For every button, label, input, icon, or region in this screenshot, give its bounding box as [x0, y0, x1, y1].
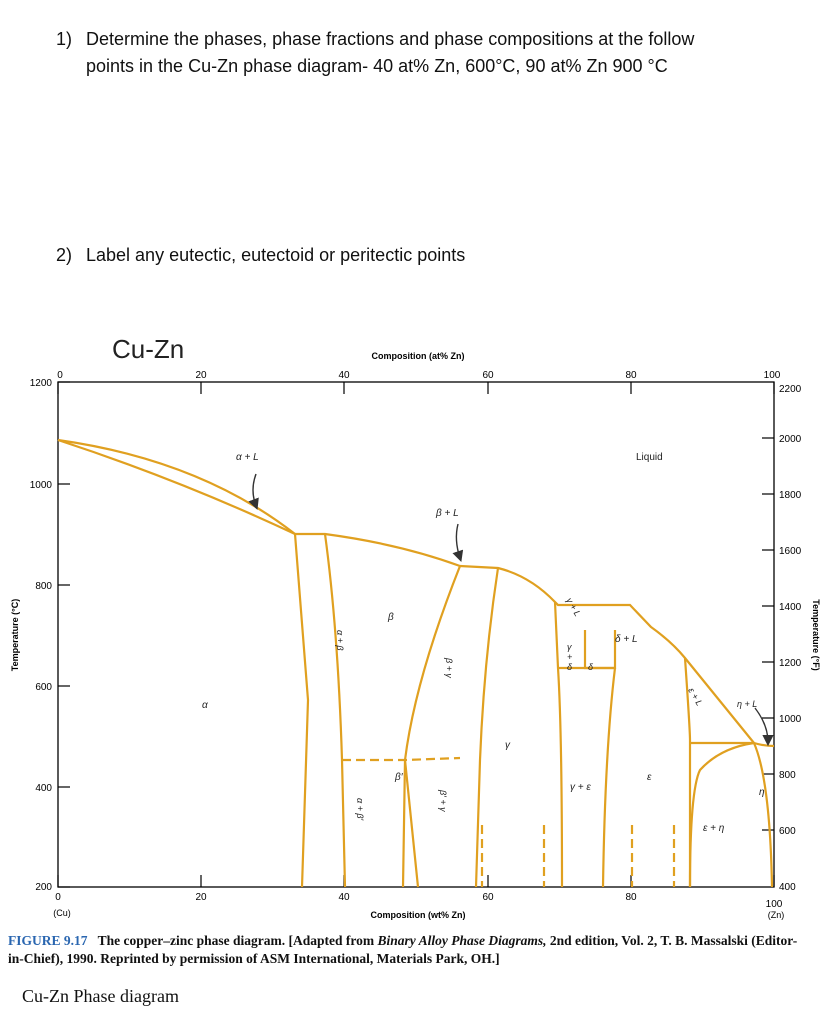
question-2-number: 2)	[56, 245, 73, 265]
region-alpha-beta-prime: α + β′	[355, 798, 365, 821]
question-1-number: 1)	[56, 29, 73, 49]
eta-l-arrow	[754, 707, 774, 747]
bottom-tick-40: 40	[338, 892, 350, 903]
region-liquid: Liquid	[636, 452, 663, 463]
left-axis-title: Temperature (°C)	[10, 599, 20, 671]
region-gamma-epsilon: γ + ε	[570, 782, 591, 793]
region-epsilon: ε	[647, 772, 652, 783]
left-tick-200: 200	[35, 882, 52, 893]
region-beta-prime-gamma: β′ + γ	[438, 789, 448, 812]
region-delta-l: δ + L	[615, 634, 638, 645]
label-arrows	[248, 473, 774, 747]
top-tick-100: 100	[764, 370, 781, 381]
region-gamma-delta-top: γ	[567, 642, 572, 652]
caption-italic: Binary Alloy Phase Diagrams,	[377, 933, 547, 948]
left-tick-1000: 1000	[30, 480, 53, 491]
bottom-axis-title: Composition (wt% Zn)	[371, 910, 466, 920]
gamma-right-boundary	[553, 601, 564, 888]
top-tick-20: 20	[195, 370, 207, 381]
question-1-line-1: Determine the phases, phase fractions an…	[86, 29, 695, 49]
right-ticks	[762, 437, 774, 831]
region-beta-gamma: β + γ	[444, 657, 454, 678]
footer-title: Cu-Zn Phase diagram	[22, 986, 179, 1006]
question-2-line-1: Label any eutectic, eutectoid or peritec…	[86, 245, 466, 265]
bottom-end-cu: (Cu)	[53, 908, 71, 918]
right-tick-1200: 1200	[779, 658, 802, 669]
question-1-line-2: points in the Cu-Zn phase diagram- 40 at…	[86, 56, 668, 76]
region-gamma-delta-bot: δ	[567, 662, 573, 672]
region-beta: β	[387, 612, 394, 623]
plot-frame	[57, 381, 775, 888]
left-tick-600: 600	[35, 682, 52, 693]
top-ticks	[57, 382, 775, 394]
right-tick-1800: 1800	[779, 490, 802, 501]
region-beta-prime: β′	[394, 772, 404, 783]
bottom-tick-80: 80	[625, 892, 637, 903]
left-tick-800: 800	[35, 581, 52, 592]
top-tick-60: 60	[482, 370, 494, 381]
right-axis-title: Temperature (°F)	[811, 599, 821, 670]
right-tick-1000: 1000	[779, 714, 802, 725]
left-tick-1200: 1200	[30, 378, 53, 389]
right-tick-2000: 2000	[779, 434, 802, 445]
figure-caption: FIGURE 9.17 The copper–zinc phase diagra…	[8, 932, 808, 968]
phase-boundaries	[57, 438, 775, 888]
beta-prime-right	[403, 759, 420, 888]
region-beta-l: β + L	[435, 508, 459, 519]
epsilon-eta-line	[688, 741, 755, 888]
epsilon-left-boundary	[601, 667, 617, 888]
question-1: 1) Determine the phases, phase fractions…	[56, 26, 796, 80]
alpha-solidus	[57, 438, 296, 535]
right-tick-600: 600	[779, 826, 796, 837]
epsilon-right-boundary	[683, 657, 692, 887]
region-eta: η	[759, 787, 765, 798]
top-axis-title: Composition (at% Zn)	[372, 351, 465, 361]
top-tick-80: 80	[625, 370, 637, 381]
region-gamma-l: γ + L	[564, 596, 583, 618]
bottom-end-zn: (Zn)	[768, 910, 785, 920]
caption-part-1: The copper–zinc phase diagram. [Adapted …	[97, 933, 378, 948]
alpha-l-arrow	[248, 473, 259, 510]
top-tick-40: 40	[338, 370, 350, 381]
bottom-tick-0: 0	[55, 892, 61, 903]
region-eta-l: η + L	[737, 699, 757, 709]
diagram-title: Cu-Zn	[112, 334, 184, 364]
right-tick-2200: 2200	[779, 384, 802, 395]
gamma-left-boundary	[474, 567, 500, 888]
eta-solvus	[752, 742, 774, 888]
right-tick-1400: 1400	[779, 602, 802, 613]
right-tick-800: 800	[779, 770, 796, 781]
bottom-tick-100: 100	[766, 899, 783, 910]
caption-part-2: 2nd edition, Vol. 2, T. B. Massalski (Ed…	[8, 933, 798, 966]
region-alpha-l: α + L	[236, 452, 259, 463]
region-gamma-delta-mid: +	[567, 652, 572, 662]
ordering-lines	[342, 756, 676, 887]
cu-zn-phase-diagram: Cu-Zn Composition (at% Zn) 0 20 40 60 80…	[10, 334, 821, 920]
beta-left-boundary	[323, 533, 347, 888]
region-delta: δ	[588, 662, 594, 672]
alpha-solvus	[293, 533, 310, 888]
region-alpha: α	[202, 700, 208, 711]
left-ticks	[58, 381, 70, 888]
bottom-tick-20: 20	[195, 892, 207, 903]
region-gamma: γ	[505, 740, 511, 751]
question-2: 2) Label any eutectic, eutectoid or peri…	[56, 242, 656, 270]
right-tick-400: 400	[779, 882, 796, 893]
right-tick-1600: 1600	[779, 546, 802, 557]
beta-right-boundary	[401, 565, 462, 888]
caption-label: FIGURE 9.17	[8, 933, 88, 948]
top-tick-0: 0	[57, 370, 63, 381]
region-alpha-beta: α + β	[335, 630, 345, 651]
bottom-tick-60: 60	[482, 892, 494, 903]
left-tick-400: 400	[35, 783, 52, 794]
region-epsilon-eta: ε + η	[703, 823, 725, 834]
beta-l-arrow	[452, 523, 464, 562]
